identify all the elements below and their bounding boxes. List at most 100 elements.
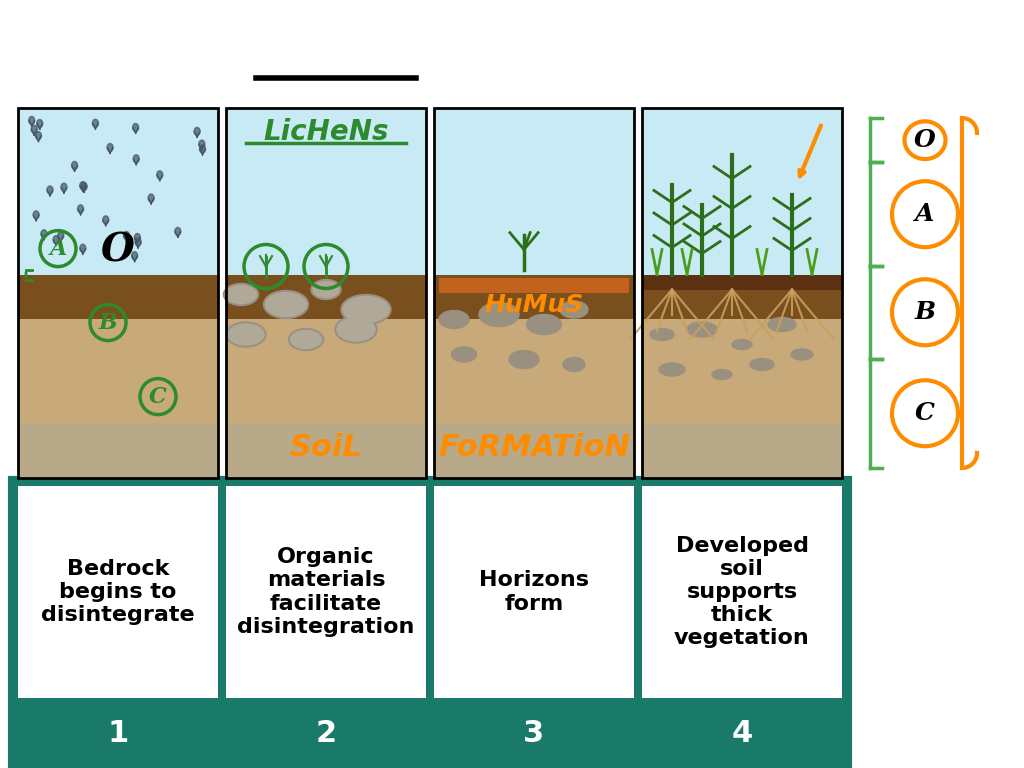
Text: C: C [915, 401, 935, 425]
Ellipse shape [452, 347, 476, 362]
FancyBboxPatch shape [642, 422, 842, 478]
Ellipse shape [337, 318, 375, 341]
Text: Developed
soil
supports
thick
vegetation: Developed soil supports thick vegetation [674, 535, 810, 648]
FancyBboxPatch shape [18, 486, 218, 698]
Ellipse shape [80, 244, 86, 252]
Ellipse shape [439, 310, 469, 329]
Ellipse shape [750, 359, 774, 370]
Ellipse shape [791, 349, 813, 360]
Ellipse shape [311, 280, 341, 300]
Ellipse shape [225, 286, 256, 303]
Ellipse shape [291, 330, 322, 349]
FancyBboxPatch shape [642, 274, 842, 319]
Ellipse shape [31, 125, 37, 134]
Ellipse shape [92, 119, 98, 127]
Ellipse shape [81, 182, 87, 190]
Text: Horizons
form: Horizons form [479, 571, 589, 614]
Ellipse shape [335, 316, 377, 343]
FancyBboxPatch shape [18, 108, 218, 274]
Text: 4: 4 [731, 719, 753, 747]
Text: LicHeNs: LicHeNs [263, 118, 389, 146]
Ellipse shape [343, 296, 389, 323]
Ellipse shape [53, 236, 59, 243]
Text: 1: 1 [108, 719, 129, 747]
Ellipse shape [134, 233, 140, 241]
Text: SoiL: SoiL [290, 433, 362, 462]
Ellipse shape [226, 322, 266, 347]
Ellipse shape [289, 329, 324, 350]
Ellipse shape [560, 301, 588, 318]
FancyBboxPatch shape [642, 319, 842, 422]
Ellipse shape [341, 294, 391, 325]
FancyBboxPatch shape [10, 478, 850, 768]
Ellipse shape [157, 170, 163, 179]
FancyBboxPatch shape [18, 274, 218, 319]
Ellipse shape [687, 322, 717, 337]
Ellipse shape [37, 120, 43, 127]
Ellipse shape [133, 155, 139, 163]
FancyBboxPatch shape [434, 422, 634, 478]
Ellipse shape [768, 317, 796, 332]
FancyBboxPatch shape [434, 319, 634, 422]
Ellipse shape [148, 194, 155, 202]
FancyBboxPatch shape [642, 108, 842, 274]
Ellipse shape [479, 303, 519, 326]
Ellipse shape [263, 290, 308, 319]
Ellipse shape [563, 357, 585, 372]
Text: C: C [150, 386, 167, 408]
FancyBboxPatch shape [434, 486, 634, 698]
Ellipse shape [732, 339, 752, 349]
Ellipse shape [57, 232, 63, 240]
Ellipse shape [102, 216, 109, 223]
FancyBboxPatch shape [439, 277, 629, 293]
Ellipse shape [313, 282, 339, 297]
Ellipse shape [80, 181, 86, 190]
Ellipse shape [108, 144, 113, 151]
Ellipse shape [36, 131, 41, 140]
Ellipse shape [175, 227, 181, 236]
Ellipse shape [712, 369, 732, 379]
FancyBboxPatch shape [642, 486, 842, 698]
FancyBboxPatch shape [642, 274, 842, 290]
Text: O: O [914, 128, 936, 152]
FancyBboxPatch shape [434, 108, 634, 274]
Ellipse shape [265, 293, 306, 316]
Ellipse shape [41, 230, 47, 238]
Ellipse shape [199, 140, 205, 148]
Ellipse shape [47, 186, 53, 194]
Ellipse shape [650, 329, 674, 340]
Ellipse shape [61, 183, 67, 191]
FancyBboxPatch shape [226, 274, 426, 319]
FancyBboxPatch shape [434, 274, 634, 319]
Ellipse shape [72, 161, 78, 170]
FancyBboxPatch shape [18, 319, 218, 422]
Text: Bedrock
begins to
disintegrate: Bedrock begins to disintegrate [41, 559, 195, 625]
Ellipse shape [195, 127, 200, 135]
FancyBboxPatch shape [226, 486, 426, 698]
Ellipse shape [33, 211, 39, 219]
FancyBboxPatch shape [18, 422, 218, 478]
Ellipse shape [135, 238, 141, 246]
Ellipse shape [78, 205, 84, 213]
Text: A: A [49, 237, 67, 260]
Text: 2: 2 [315, 719, 337, 747]
Text: B: B [98, 312, 118, 333]
Text: HuMuS: HuMuS [484, 293, 584, 316]
Text: Organic
materials
facilitate
disintegration: Organic materials facilitate disintegrat… [238, 547, 415, 637]
Text: O: O [101, 231, 135, 270]
FancyBboxPatch shape [226, 319, 426, 422]
FancyBboxPatch shape [226, 422, 426, 478]
Ellipse shape [29, 117, 35, 124]
Text: B: B [914, 300, 936, 324]
Ellipse shape [228, 324, 264, 345]
Ellipse shape [526, 315, 561, 335]
Ellipse shape [659, 363, 685, 376]
Ellipse shape [132, 252, 137, 260]
Ellipse shape [133, 124, 138, 131]
Ellipse shape [124, 231, 129, 240]
Text: A: A [915, 202, 935, 227]
Text: FoRMATioN: FoRMATioN [438, 433, 630, 462]
Text: 3: 3 [523, 719, 545, 747]
FancyBboxPatch shape [226, 108, 426, 274]
Ellipse shape [509, 350, 539, 369]
